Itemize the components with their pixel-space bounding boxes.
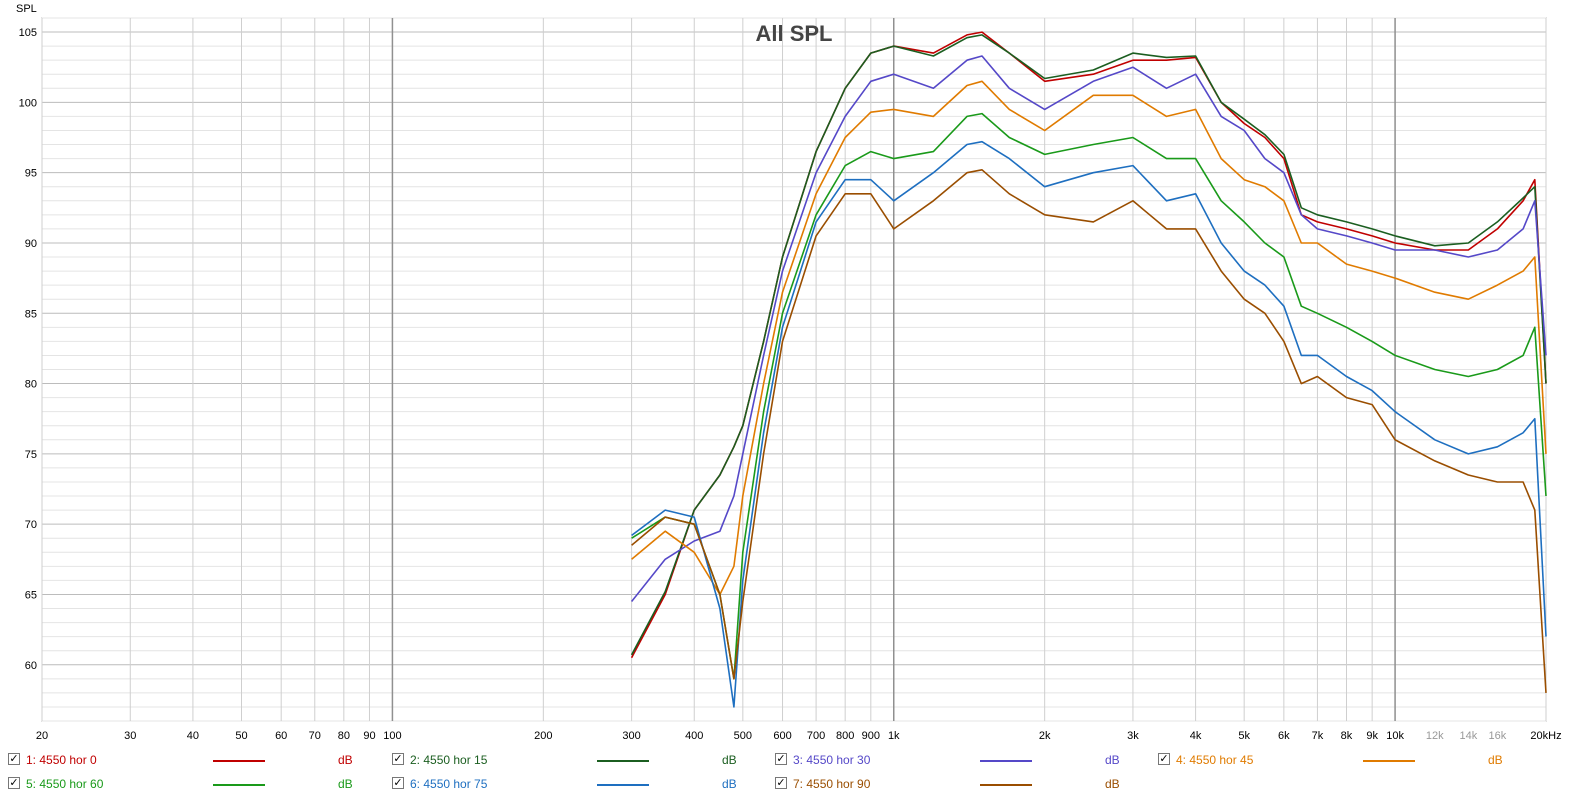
legend-label: 3: 4550 hor 30 <box>793 753 871 767</box>
x-tick-label: 8k <box>1341 730 1353 742</box>
x-tick-label: 20 <box>36 730 48 742</box>
y-tick-label: 105 <box>19 27 37 39</box>
series-line-5 <box>631 112 1547 680</box>
legend-checkbox[interactable]: ✓ <box>775 777 787 789</box>
series-line-4 <box>631 80 1547 596</box>
y-tick-label: 90 <box>25 238 37 250</box>
legend-checkbox[interactable]: ✓ <box>392 777 404 789</box>
x-tick-label: 50 <box>235 730 247 742</box>
x-tick-label: 900 <box>862 730 880 742</box>
y-tick-label: 80 <box>25 379 37 391</box>
x-tick-label: 3k <box>1127 730 1139 742</box>
legend-item[interactable]: ✓ 4: 4550 hor 45 dB <box>1158 750 1518 770</box>
legend-swatch <box>213 760 265 762</box>
x-tick-label: 6k <box>1278 730 1290 742</box>
legend-swatch <box>597 784 649 786</box>
series-line-3 <box>630 55 1547 602</box>
x-tick-label: 70 <box>309 730 321 742</box>
legend-checkbox[interactable]: ✓ <box>8 777 20 789</box>
y-tick-label: 95 <box>25 168 37 180</box>
y-axis-label: SPL <box>16 3 37 15</box>
x-tick-label: 16k <box>1489 730 1507 742</box>
x-tick-label: 12k <box>1426 730 1444 742</box>
legend-unit: dB <box>722 753 737 767</box>
legend-unit: dB <box>1105 753 1120 767</box>
x-tick-label: 10k <box>1386 730 1404 742</box>
legend-checkbox[interactable]: ✓ <box>8 753 20 765</box>
x-tick-label: 80 <box>338 730 350 742</box>
legend-checkbox[interactable]: ✓ <box>1158 753 1170 765</box>
legend-checkbox[interactable]: ✓ <box>775 753 787 765</box>
x-tick-label: 400 <box>685 730 703 742</box>
x-tick-label: 300 <box>622 730 640 742</box>
legend-item[interactable]: ✓ 3: 4550 hor 30 dB <box>775 750 1135 770</box>
x-tick-label: 5k <box>1238 730 1250 742</box>
x-tick-label: 800 <box>836 730 854 742</box>
y-tick-label: 60 <box>25 660 37 672</box>
legend-swatch <box>980 760 1032 762</box>
chart-title: All SPL <box>755 21 832 46</box>
x-tick-label: 20kHz <box>1530 730 1561 742</box>
x-tick-label: 9k <box>1366 730 1378 742</box>
legend-label: 4: 4550 hor 45 <box>1176 753 1254 767</box>
x-tick-label: 14k <box>1459 730 1477 742</box>
x-tick-label: 90 <box>363 730 375 742</box>
legend-item[interactable]: ✓ 5: 4550 hor 60 dB <box>8 774 368 794</box>
legend-swatch <box>597 760 649 762</box>
legend-unit: dB <box>1105 777 1120 791</box>
x-tick-label: 100 <box>383 730 401 742</box>
legend: ✓ 1: 4550 hor 0 dB ✓ 2: 4550 hor 15 dB ✓ 3: 455… <box>0 742 1590 809</box>
y-tick-label: 85 <box>25 308 37 320</box>
legend-item[interactable]: ✓ 6: 4550 hor 75 dB <box>392 774 752 794</box>
x-tick-label: 600 <box>773 730 791 742</box>
legend-unit: dB <box>722 777 737 791</box>
legend-item[interactable]: ✓ 2: 4550 hor 15 dB <box>392 750 752 770</box>
legend-label: 1: 4550 hor 0 <box>26 753 97 767</box>
legend-unit: dB <box>1488 753 1503 767</box>
legend-item[interactable]: ✓ 7: 4550 hor 90 dB <box>775 774 1135 794</box>
series-lines <box>630 31 1547 708</box>
legend-swatch <box>1363 760 1415 762</box>
x-tick-label: 40 <box>187 730 199 742</box>
legend-swatch <box>980 784 1032 786</box>
x-tick-label: 60 <box>275 730 287 742</box>
legend-item[interactable]: ✓ 1: 4550 hor 0 dB <box>8 750 368 770</box>
x-tick-label: 700 <box>807 730 825 742</box>
y-tick-label: 100 <box>19 97 37 109</box>
x-tick-label: 2k <box>1039 730 1051 742</box>
x-tick-label: 500 <box>734 730 752 742</box>
legend-label: 5: 4550 hor 60 <box>26 777 104 791</box>
legend-checkbox[interactable]: ✓ <box>392 753 404 765</box>
y-tick-label: 65 <box>25 589 37 601</box>
x-tick-label: 200 <box>534 730 552 742</box>
spl-chart: 20 30 40 50 60 70 80 90 100 200 300 400 500 600 700 800… <box>16 3 1562 742</box>
y-tick-label: 70 <box>25 519 37 531</box>
x-tick-label: 1k <box>888 730 900 742</box>
y-tick-labels: 60 65 70 75 80 85 90 95 100 105 <box>19 27 37 672</box>
series-line-2 <box>630 34 1547 656</box>
x-tick-label: 4k <box>1190 730 1202 742</box>
legend-label: 6: 4550 hor 75 <box>410 777 488 791</box>
x-tick-labels: 20 30 40 50 60 70 80 90 100 200 300 400 500 600 700 800… <box>36 730 1562 742</box>
legend-label: 2: 4550 hor 15 <box>410 753 488 767</box>
x-tick-label: 7k <box>1312 730 1324 742</box>
y-tick-label: 75 <box>25 449 37 461</box>
legend-swatch <box>213 784 265 786</box>
x-tick-label: 30 <box>124 730 136 742</box>
legend-label: 7: 4550 hor 90 <box>793 777 871 791</box>
series-line-6 <box>631 140 1547 708</box>
legend-unit: dB <box>338 753 353 767</box>
legend-unit: dB <box>338 777 353 791</box>
series-line-7 <box>631 169 1547 693</box>
